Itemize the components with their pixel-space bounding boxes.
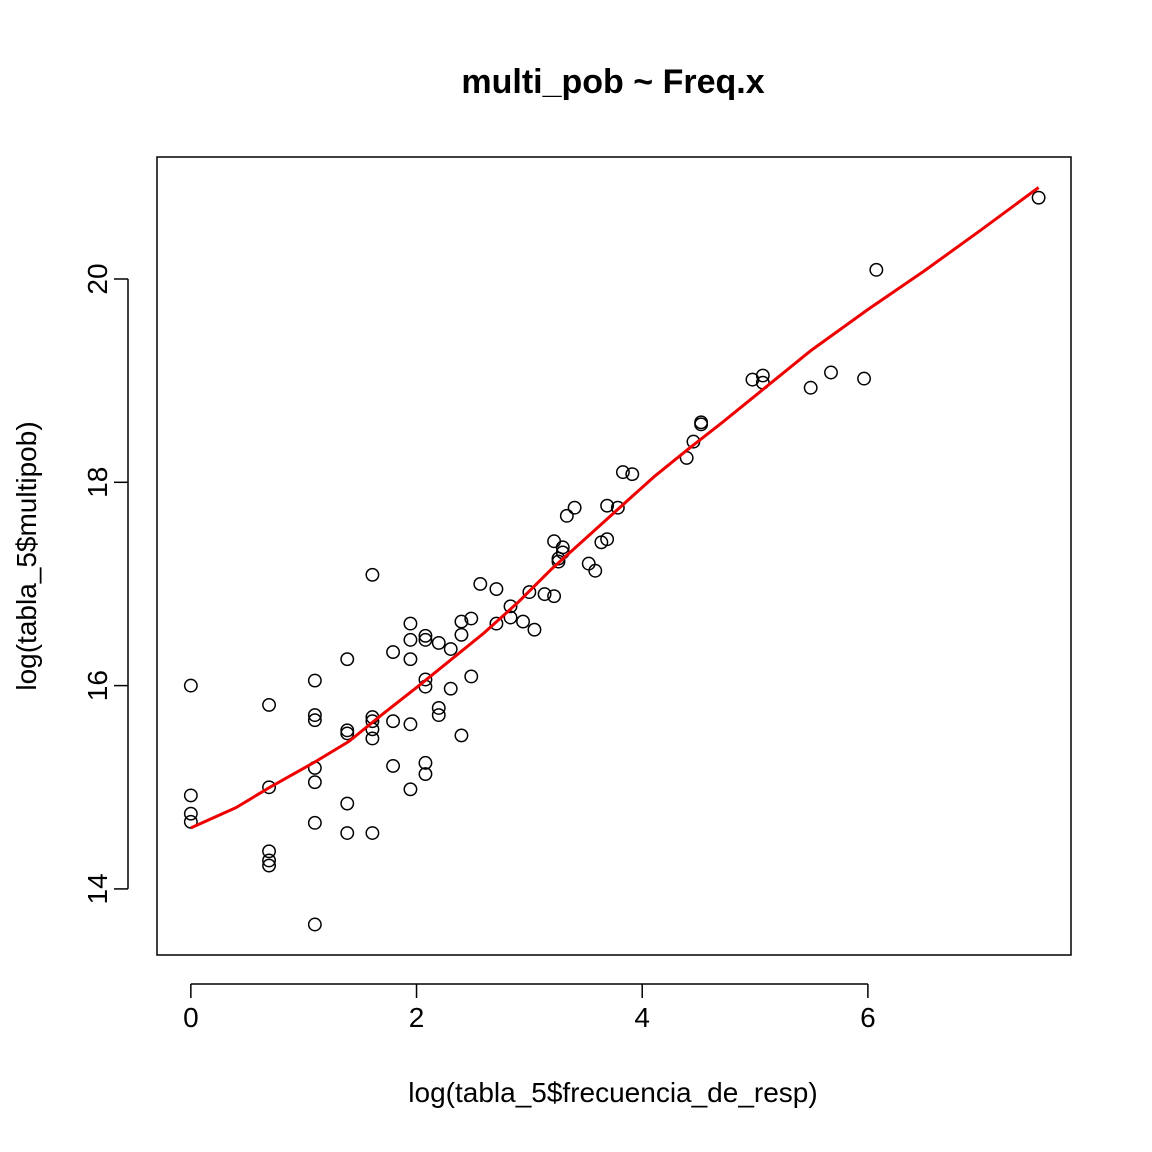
data-point [547,534,562,549]
data-point [431,635,446,650]
data-point [386,645,401,660]
data-point [262,858,276,873]
data-point [869,262,884,277]
y-axis-label: log(tabla_5$multipob) [11,421,42,690]
data-point [307,775,322,790]
data-point [418,632,433,647]
data-point [600,498,615,513]
data-point [262,853,276,868]
data-point [262,780,276,795]
data-point [365,826,380,840]
data-point [625,467,640,482]
data-point [307,673,322,688]
data-point [403,717,418,732]
data-point [489,582,504,596]
x-axis: 0 2 4 6 [183,983,876,1033]
data-point [386,758,401,773]
data-point [522,585,537,600]
data-point [615,465,630,480]
x-tick-label: 4 [634,1002,650,1033]
data-point [464,669,479,684]
data-point [489,616,504,631]
x-tick-label: 2 [409,1002,425,1033]
data-point [262,697,276,712]
data-point [307,917,322,932]
data-point [443,681,458,696]
data-point [527,622,542,637]
data-point [418,767,433,782]
data-point [454,728,469,743]
data-point [365,731,380,746]
data-point [365,567,380,582]
data-point [183,814,198,829]
plot-frame [156,156,1072,956]
data-point [694,417,709,432]
data-point [403,616,418,631]
data-point [340,723,355,738]
data-point [340,826,355,840]
data-point [403,632,418,647]
data-point [473,577,488,591]
data-point [403,652,418,667]
data-point [755,368,770,383]
data-point [340,652,355,667]
data-point [559,508,574,523]
data-point [340,726,355,741]
data-point [551,554,566,569]
data-point [431,708,446,723]
y-tick-label: 16 [82,670,113,701]
data-point [443,642,458,656]
y-tick-label: 20 [82,263,113,294]
data-point [600,532,615,547]
x-axis-label: log(tabla_5$frecuencia_de_resp) [408,1077,817,1108]
y-axis: 14 16 18 20 [82,263,129,905]
data-point [503,599,518,614]
data-point [307,713,322,728]
data-point [340,796,355,811]
data-point [588,563,603,578]
data-point [386,714,401,729]
data-point [262,844,276,859]
data-point [307,815,322,830]
x-tick-label: 0 [183,1002,199,1033]
x-tick-label: 6 [860,1002,876,1033]
data-point [464,611,479,626]
y-tick-label: 14 [82,873,113,904]
data-point [418,628,433,643]
data-point [365,714,380,729]
data-point [454,627,469,642]
data-point [183,678,198,693]
data-point [418,755,433,770]
chart-title: multi_pob ~ Freq.x [461,63,764,101]
data-point [503,610,518,625]
data-point [537,587,552,602]
data-point [1031,190,1046,205]
data-point [307,708,322,723]
data-point [581,556,596,571]
data-point [418,672,433,687]
data-point [547,589,562,604]
data-point [454,614,469,629]
data-point [857,371,872,386]
data-point [516,614,531,629]
smooth-line [190,186,1040,830]
data-point [803,380,818,395]
data-point [610,500,625,515]
data-point [403,782,418,797]
data-point [183,788,198,803]
data-point [183,806,198,821]
data-point [431,701,446,715]
data-point [555,540,570,555]
data-point [824,365,838,380]
data-point [567,500,582,515]
data-points [183,190,1046,932]
smooth-line-group [190,186,1040,830]
y-tick-label: 18 [82,467,113,498]
